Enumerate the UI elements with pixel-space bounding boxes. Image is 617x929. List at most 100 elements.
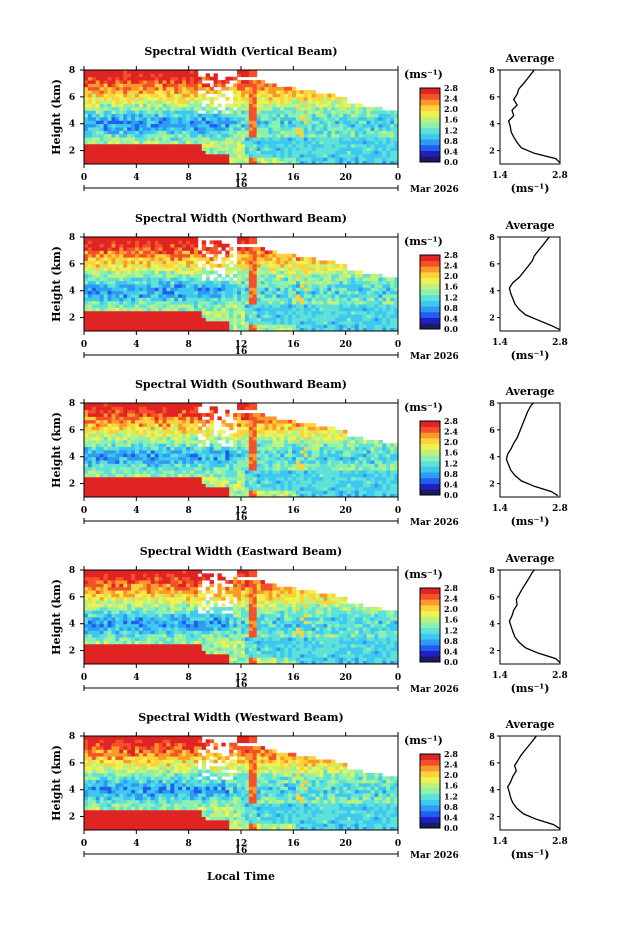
- heatmap-cell: [174, 76, 179, 81]
- heatmap-cell: [123, 419, 128, 424]
- heatmap-cell: [135, 327, 140, 332]
- heatmap-cell: [174, 403, 179, 407]
- heatmap-cell: [233, 127, 238, 131]
- heatmap-cell: [280, 284, 285, 288]
- heatmap-cell: [99, 140, 105, 145]
- heatmap-cell: [162, 317, 167, 322]
- heatmap-cell: [127, 446, 132, 451]
- heatmap-cell: [362, 120, 368, 125]
- heatmap-cell: [174, 140, 179, 145]
- heatmap-cell: [256, 106, 262, 111]
- heatmap-cell: [150, 483, 156, 488]
- heatmap-cell: [197, 113, 203, 118]
- heatmap-cell: [111, 307, 116, 312]
- heatmap-cell: [91, 450, 97, 454]
- heatmap-cell: [84, 263, 89, 268]
- heatmap-cell: [225, 300, 230, 305]
- heatmap-cell: [327, 120, 332, 125]
- heatmap-cell: [127, 243, 132, 248]
- heatmap-cell: [319, 127, 324, 131]
- heatmap-cell: [225, 106, 230, 111]
- average-x-tick-label: 2.8: [552, 171, 568, 181]
- heatmap-cell: [158, 267, 163, 271]
- heatmap-cell: [158, 106, 163, 111]
- heatmap-cell: [91, 433, 97, 437]
- heatmap-cell: [99, 86, 105, 91]
- heatmap-cell: [189, 120, 195, 125]
- heatmap-cell: [111, 486, 116, 491]
- heatmap-cell: [272, 86, 277, 91]
- heatmap-cell: [307, 140, 313, 145]
- heatmap-cell: [115, 419, 120, 424]
- heatmap-cell: [205, 260, 211, 265]
- heatmap-cell: [142, 470, 148, 474]
- heatmap-cell: [327, 324, 332, 329]
- heatmap-cell: [178, 327, 183, 332]
- heatmap-cell: [146, 73, 152, 78]
- heatmap-cell: [303, 130, 309, 135]
- heatmap-cell: [244, 267, 250, 271]
- heatmap-cell: [127, 304, 132, 308]
- heatmap-cell: [229, 433, 234, 437]
- heatmap-cell: [229, 150, 234, 155]
- heatmap-cell: [158, 253, 163, 258]
- heatmap-cell: [174, 483, 179, 488]
- heatmap-cell: [119, 150, 124, 155]
- heatmap-cell: [382, 160, 387, 165]
- heatmap-cell: [166, 106, 171, 111]
- heatmap-cell: [343, 297, 348, 302]
- heatmap-cell: [197, 140, 203, 145]
- heatmap-cell: [339, 160, 344, 165]
- heatmap-cell: [127, 327, 132, 332]
- heatmap-cell: [135, 153, 140, 158]
- heatmap-cell: [252, 117, 258, 121]
- heatmap-cell: [299, 277, 305, 282]
- heatmap-cell: [264, 137, 269, 141]
- heatmap-cell: [158, 273, 163, 278]
- heatmap-cell: [158, 480, 163, 484]
- heatmap-cell: [158, 473, 163, 478]
- heatmap-cell: [382, 304, 387, 308]
- heatmap-cell: [303, 127, 309, 131]
- heatmap-cell: [135, 466, 140, 471]
- heatmap-cell: [386, 277, 391, 282]
- colorbar-tick-label: 0.0: [444, 324, 458, 334]
- heatmap-cell: [252, 277, 258, 282]
- heatmap-cell: [272, 327, 277, 332]
- heatmap-cell: [189, 147, 195, 151]
- heatmap-cell: [390, 320, 395, 325]
- heatmap-cell: [241, 240, 246, 245]
- heatmap-cell: [201, 290, 207, 295]
- heatmap-cell: [182, 150, 187, 155]
- y-tick-label: 2: [69, 314, 75, 324]
- heatmap-cell: [87, 123, 93, 128]
- heatmap-cell: [217, 160, 222, 165]
- heatmap-cell: [193, 436, 199, 441]
- heatmap-cell: [260, 106, 265, 111]
- heatmap-cell: [91, 310, 97, 315]
- heatmap-cell: [221, 140, 226, 145]
- heatmap-cell: [276, 157, 281, 162]
- heatmap-cell: [299, 127, 305, 131]
- heatmap-cell: [178, 260, 183, 265]
- heatmap-cell: [178, 314, 183, 318]
- heatmap-cell: [150, 110, 156, 115]
- heatmap-cell: [84, 466, 89, 471]
- heatmap-cell: [178, 466, 183, 471]
- heatmap-cell: [229, 280, 234, 285]
- heatmap-cell: [205, 307, 211, 312]
- heatmap-cell: [142, 150, 148, 155]
- heatmap-cell: [201, 490, 207, 495]
- heatmap-cell: [327, 110, 332, 115]
- heatmap-cell: [162, 436, 167, 441]
- heatmap-cell: [362, 317, 368, 322]
- heatmap-cell: [138, 153, 144, 158]
- heatmap-cell: [166, 237, 171, 241]
- heatmap-cell: [221, 310, 226, 315]
- heatmap-cell: [127, 284, 132, 288]
- heatmap-cell: [138, 470, 144, 474]
- heatmap-cell: [276, 86, 281, 91]
- heatmap-cell: [370, 160, 375, 165]
- heatmap-cell: [178, 436, 183, 441]
- heatmap-cell: [99, 90, 105, 94]
